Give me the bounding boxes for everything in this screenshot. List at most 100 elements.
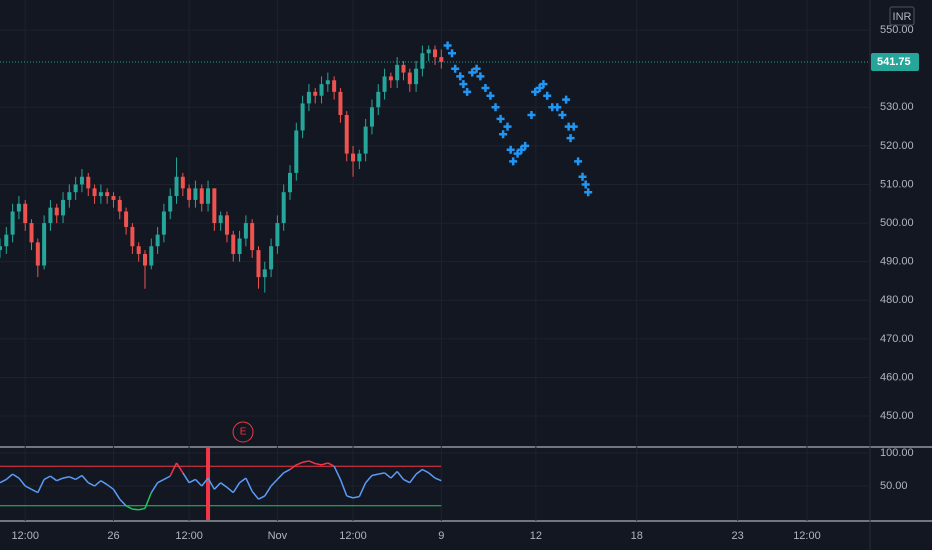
rsi-segment (43, 475, 51, 481)
rsi-segment (226, 486, 234, 494)
rsi-segment (81, 474, 89, 484)
rsi-segment (371, 473, 379, 477)
candle-body (231, 234, 236, 254)
candle-body (143, 253, 147, 266)
rsi-segment (144, 492, 153, 509)
forecast-point (574, 157, 583, 166)
candle-body (124, 211, 129, 227)
candle-body (313, 91, 318, 96)
forecast-point (569, 122, 578, 131)
candle-body (212, 188, 217, 224)
rsi-segment (62, 476, 70, 479)
x-tick-label: 12 (530, 530, 542, 542)
candle-body (149, 246, 154, 266)
rsi-segment (428, 472, 436, 479)
y-tick-label: 530.00 (880, 101, 914, 113)
forecast-point (476, 72, 485, 81)
candle-body (117, 199, 122, 212)
candle-body (288, 172, 292, 193)
candle-body (161, 211, 166, 235)
rsi-segment (245, 477, 253, 492)
x-tick-label: 12:00 (175, 530, 203, 542)
y-tick-label: 470.00 (880, 333, 914, 345)
rsi-segment (276, 472, 285, 480)
candle-body (426, 49, 431, 54)
candle-body (281, 192, 286, 224)
rsi-segment (69, 476, 76, 481)
candle-body (306, 91, 311, 104)
candle-body (439, 57, 444, 62)
candle-body (168, 196, 173, 212)
y-tick-label: 100.00 (880, 447, 914, 459)
forecast-point (491, 103, 500, 112)
last-price-label: 541.75 (877, 56, 911, 68)
rsi-segment (321, 462, 329, 466)
candle-body (237, 238, 242, 254)
candle-body (262, 269, 267, 278)
forecast-point (506, 145, 515, 154)
x-tick-label: 12:00 (11, 530, 39, 542)
rsi-segment (100, 480, 108, 486)
rsi-segment (132, 508, 139, 511)
rsi-segment (308, 460, 316, 465)
last-price-badge (871, 52, 919, 71)
rsi-segment (106, 484, 114, 490)
candle-body (10, 211, 15, 235)
forecast-point (448, 49, 457, 58)
candle-body (0, 246, 2, 251)
rsi-segment (339, 479, 348, 497)
candle-body (357, 153, 362, 162)
candle-body (67, 192, 72, 200)
forecast-point (531, 87, 540, 96)
y-tick-label: 550.00 (880, 24, 914, 36)
rsi-segment (251, 490, 260, 500)
rsi-segment (87, 482, 95, 487)
forecast-point (503, 122, 512, 131)
x-tick-label: Nov (268, 530, 288, 542)
candle-body (92, 188, 97, 197)
candle-body (369, 107, 374, 127)
forecast-point (463, 87, 472, 96)
forecast-point (527, 111, 536, 120)
candle-body (42, 223, 47, 266)
candle-body (155, 234, 160, 247)
rsi-segment (138, 507, 146, 511)
rsi-segment (434, 477, 442, 482)
candle-body (61, 199, 66, 216)
candle-body (382, 76, 387, 92)
forecast-point (459, 80, 468, 89)
candle-body (332, 80, 337, 92)
forecast-point (468, 68, 477, 77)
forecast-point (581, 180, 590, 189)
forecast-point (486, 91, 495, 100)
event-label: E (240, 427, 247, 438)
forecast-point (496, 114, 505, 123)
candle-body (73, 184, 78, 193)
y-tick-label: 50.00 (880, 480, 908, 492)
forecast-point (499, 130, 508, 139)
candle-body (48, 207, 53, 224)
rsi-segment (163, 475, 171, 481)
candle-body (86, 176, 91, 189)
rsi-segment (194, 478, 203, 487)
rsi-segment (18, 477, 26, 487)
rsi-segment (378, 472, 385, 475)
rsi-segment (12, 473, 20, 479)
rsi-segment (31, 488, 39, 494)
candle-body (35, 242, 40, 266)
candle-body (433, 49, 437, 58)
candle-body (414, 68, 419, 85)
y-tick-label: 500.00 (880, 217, 914, 229)
rsi-segment (150, 482, 159, 494)
rsi-segment (365, 474, 373, 484)
candle-body (319, 84, 324, 96)
currency: INR (893, 11, 912, 23)
rsi-segment (5, 473, 14, 480)
forecast-point (509, 157, 518, 166)
rsi-segment (352, 495, 360, 499)
rsi-segment (182, 472, 190, 484)
candle-body (269, 246, 274, 270)
rsi-segment (175, 462, 184, 474)
candle-body (199, 188, 204, 204)
forecast-point (472, 64, 481, 73)
